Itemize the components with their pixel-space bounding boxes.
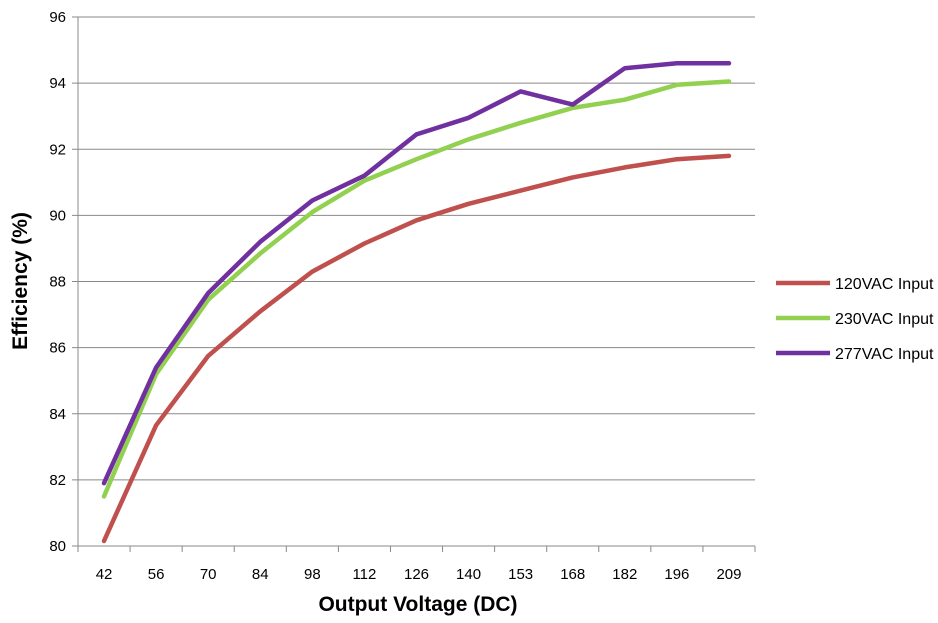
y-tick-labels: 80 82 84 86 88 90 92 94 96 xyxy=(49,9,66,555)
series-lines xyxy=(101,61,732,544)
y-tick-label: 90 xyxy=(49,207,66,224)
x-tick-label: 196 xyxy=(664,566,689,583)
x-tick-label: 140 xyxy=(456,566,481,583)
series-line-230vac-input xyxy=(101,79,732,499)
x-tick-label: 98 xyxy=(304,566,321,583)
axes xyxy=(77,17,756,552)
y-tick-label: 96 xyxy=(49,9,66,26)
x-axis-title: Output Voltage (DC) xyxy=(318,593,517,616)
y-axis-title: Efficiency (%) xyxy=(9,212,32,350)
x-tick-label: 56 xyxy=(148,566,165,583)
x-tick-label: 84 xyxy=(252,566,269,583)
series-line-277vac-input xyxy=(101,61,732,486)
x-tick-label: 42 xyxy=(96,566,113,583)
legend-label: 120VAC Input xyxy=(835,276,934,293)
legend: 120VAC Input 230VAC Input 277VAC Input xyxy=(776,276,934,363)
y-tick-label: 88 xyxy=(49,274,66,291)
x-tick-label: 182 xyxy=(612,566,637,583)
x-tick-label: 168 xyxy=(560,566,585,583)
legend-label: 277VAC Input xyxy=(835,346,934,363)
y-tick-label: 82 xyxy=(49,472,66,489)
x-tick-label: 70 xyxy=(200,566,217,583)
x-tick-label: 112 xyxy=(352,566,376,583)
y-tick-label: 94 xyxy=(49,75,66,92)
x-tick-label: 126 xyxy=(404,566,429,583)
legend-label: 230VAC Input xyxy=(835,311,934,328)
series-line-120vac-input xyxy=(101,153,732,544)
x-tick-labels: 42 56 70 84 98 112 126 140 153 168 182 196 209 xyxy=(96,566,742,583)
y-tick-label: 84 xyxy=(49,406,66,423)
y-tick-label: 80 xyxy=(49,538,66,555)
y-tick-label: 86 xyxy=(49,340,66,357)
x-tick-label: 209 xyxy=(716,566,741,583)
x-tick-label: 153 xyxy=(508,566,533,583)
y-tick-label: 92 xyxy=(49,141,66,158)
gridlines xyxy=(72,16,755,547)
